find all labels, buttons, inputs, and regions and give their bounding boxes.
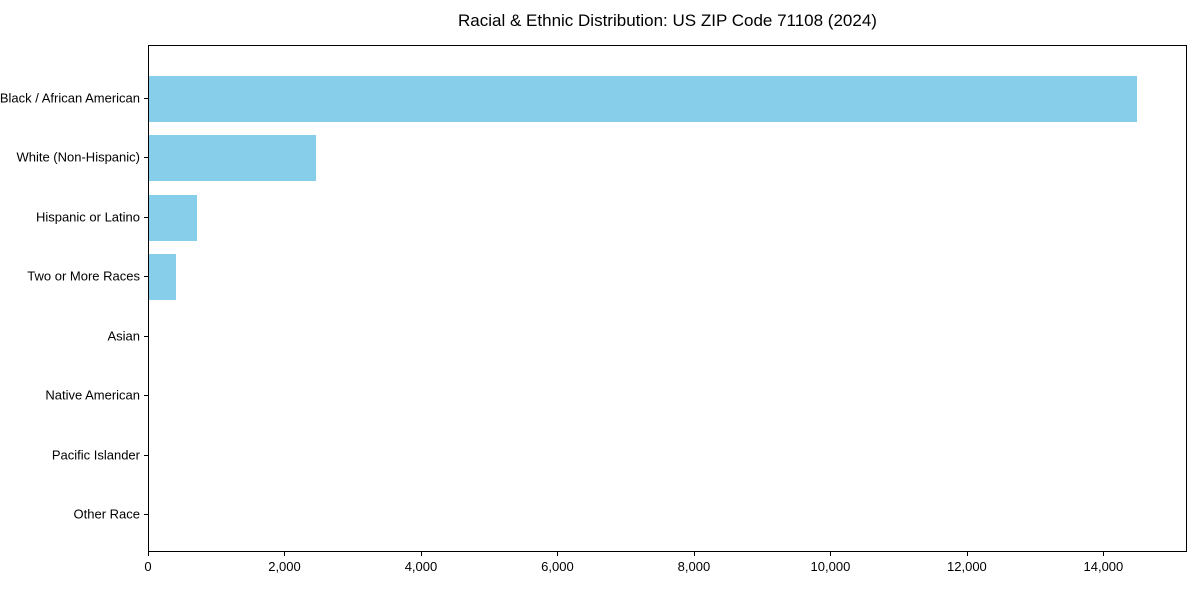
bar-row-two-or-more-races bbox=[149, 247, 1186, 307]
y-label-two-or-more-races: Two or More Races bbox=[27, 268, 140, 284]
bar-row-native-american bbox=[149, 366, 1186, 426]
x-tick-10000 bbox=[830, 552, 832, 556]
x-label-0: 0 bbox=[144, 559, 152, 574]
bar-row-black-african-american bbox=[149, 69, 1186, 129]
chart-title: Racial & Ethnic Distribution: US ZIP Cod… bbox=[458, 11, 877, 30]
x-label-4000: 4,000 bbox=[404, 559, 438, 574]
bar-row-white-non-hispanic bbox=[149, 128, 1186, 188]
y-label-hispanic-or-latino: Hispanic or Latino bbox=[35, 209, 140, 224]
y-tick-hispanic-or-latino bbox=[144, 216, 148, 218]
bar-two-or-more-races bbox=[149, 254, 177, 300]
x-label-2000: 2,000 bbox=[268, 559, 301, 574]
x-label-10000: 10,000 bbox=[810, 559, 851, 574]
y-tick-black-african-american bbox=[144, 97, 148, 99]
y-tick-native-american bbox=[144, 395, 148, 396]
x-label-14000: 14,000 bbox=[1083, 559, 1124, 574]
y-tick-other-race bbox=[144, 514, 148, 515]
y-tick-two-or-more-races bbox=[144, 276, 148, 277]
x-label-8000: 8,000 bbox=[677, 559, 711, 574]
y-tick-pacific-islander bbox=[144, 454, 148, 456]
x-label-12000: 12,000 bbox=[947, 559, 987, 574]
x-tick-14000 bbox=[1103, 552, 1105, 556]
bar-hispanic-or-latino bbox=[149, 194, 197, 241]
y-label-other-race: Other Race bbox=[73, 506, 140, 522]
bar-white-non-hispanic bbox=[149, 135, 316, 181]
y-label-native-american: Native American bbox=[45, 387, 140, 403]
bar-black-african-american bbox=[149, 75, 1137, 122]
x-tick-8000 bbox=[693, 552, 695, 556]
x-tick-4000 bbox=[420, 552, 422, 556]
x-tick-2000 bbox=[284, 552, 286, 556]
y-tick-white-non-hispanic bbox=[144, 157, 148, 158]
y-tick-asian bbox=[144, 335, 148, 337]
y-label-black-african-american: Black / African American bbox=[0, 90, 140, 105]
y-label-asian: Asian bbox=[107, 328, 140, 343]
bar-row-pacific-islander bbox=[149, 426, 1186, 486]
bar-row-other-race bbox=[149, 485, 1186, 545]
x-tick-0 bbox=[148, 552, 149, 556]
plot-area bbox=[148, 45, 1187, 552]
x-tick-12000 bbox=[966, 552, 968, 556]
y-label-white-non-hispanic: White (Non-Hispanic) bbox=[16, 149, 140, 165]
bar-row-hispanic-or-latino bbox=[149, 188, 1186, 248]
x-tick-6000 bbox=[557, 552, 559, 556]
x-label-6000: 6,000 bbox=[541, 559, 574, 574]
y-label-pacific-islander: Pacific Islander bbox=[51, 447, 140, 462]
bar-row-asian bbox=[149, 307, 1186, 367]
